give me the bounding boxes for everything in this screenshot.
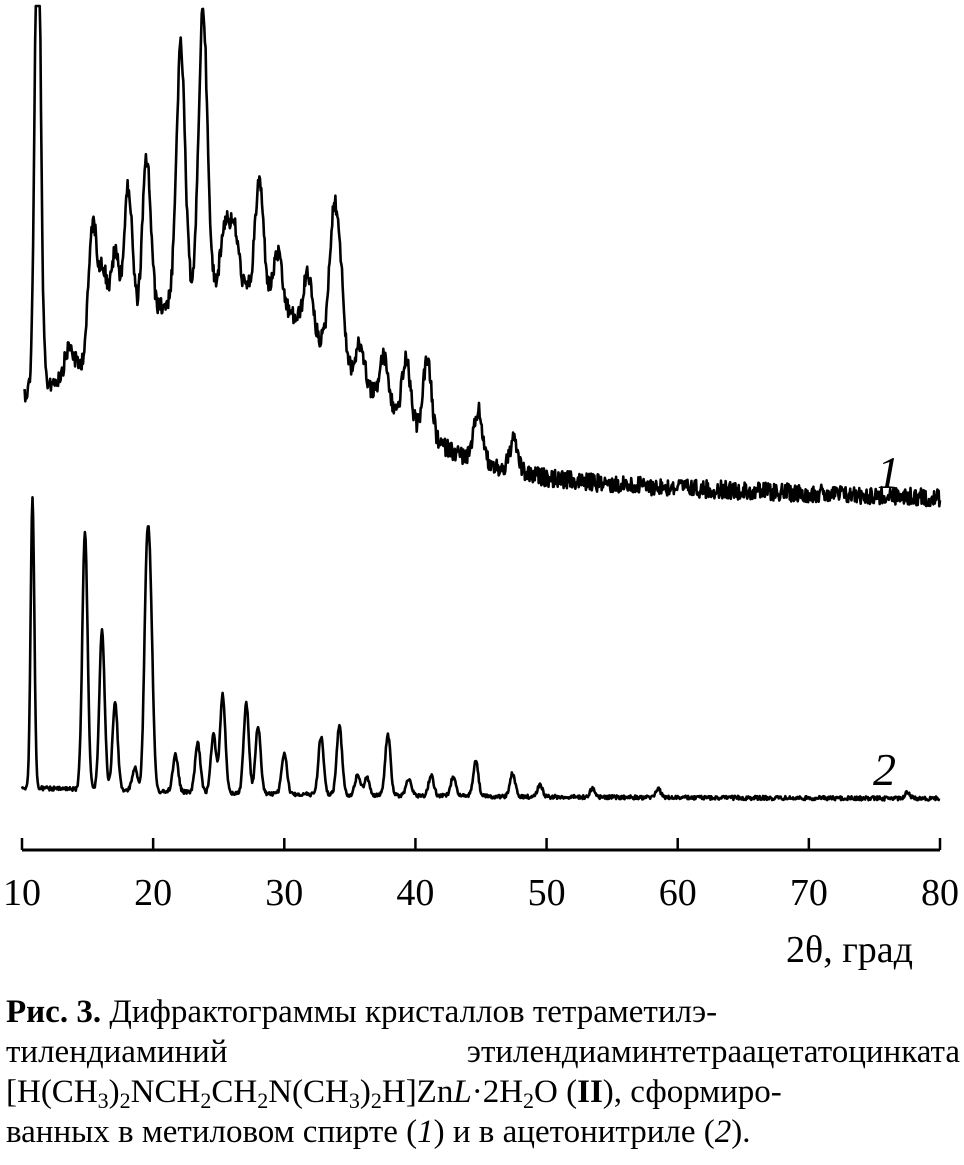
x-tick-label: 70: [790, 872, 828, 914]
figure-number: Рис. 3.: [6, 994, 102, 1030]
caption-text-1: Дифрактограммы кристаллов тетраметилэ-: [109, 994, 718, 1030]
x-tick-label: 10: [3, 872, 41, 914]
x-axis-title: 2θ, град: [786, 929, 913, 971]
x-tick-label: 40: [396, 872, 434, 914]
caption-line-1: Рис. 3. Дифрактограммы кристаллов тетрам…: [6, 992, 960, 1032]
figure-caption: Рис. 3. Дифрактограммы кристаллов тетрам…: [6, 992, 960, 1152]
xrd-chart: 10 20 30 40 50 60 70 80 1 2 2θ, град: [3, 4, 959, 971]
caption-line-4: ванных в метиловом спирте (1) и в ацетон…: [6, 1114, 751, 1150]
series-1-line: [23, 4, 942, 508]
x-tick-label: 30: [265, 872, 303, 914]
caption-text-2: тилендиаминий этилендиаминтетраацетатоци…: [6, 1034, 960, 1070]
caption-line-2: тилендиаминий этилендиаминтетраацетатоци…: [6, 1032, 960, 1072]
x-tick-label: 60: [659, 872, 697, 914]
series-2-line: [20, 496, 941, 802]
x-tick-label: 20: [134, 872, 172, 914]
series-1-label: 1: [877, 447, 900, 498]
caption-formula-line: [H(CH3)2NCH2CH2N(CH3)2H]ZnL·2H2O (II), с…: [6, 1074, 782, 1113]
x-tick-label: 80: [921, 872, 959, 914]
series-2-label: 2: [873, 744, 896, 795]
x-tick-label: 50: [528, 872, 566, 914]
